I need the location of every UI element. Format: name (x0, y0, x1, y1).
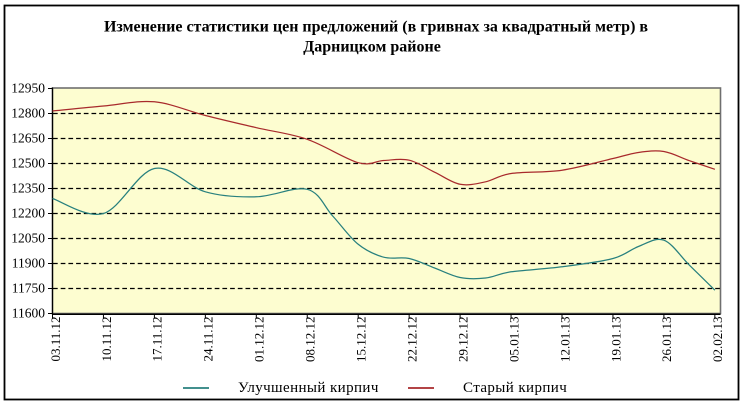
svg-text:10.11.12: 10.11.12 (99, 317, 114, 362)
svg-text:08.12.12: 08.12.12 (303, 317, 318, 363)
svg-text:02.02.13: 02.02.13 (710, 317, 725, 363)
svg-text:12050: 12050 (11, 230, 45, 245)
svg-text:12650: 12650 (11, 130, 45, 145)
svg-text:19.01.13: 19.01.13 (608, 317, 623, 363)
svg-text:Дарницком районе: Дарницком районе (303, 39, 441, 56)
svg-text:26.01.13: 26.01.13 (659, 317, 674, 363)
svg-text:12200: 12200 (11, 205, 45, 220)
svg-text:11600: 11600 (12, 305, 45, 320)
svg-text:11750: 11750 (12, 280, 45, 295)
svg-text:03.11.12: 03.11.12 (48, 317, 63, 362)
svg-text:11900: 11900 (12, 255, 45, 270)
svg-text:29.12.12: 29.12.12 (455, 317, 470, 363)
svg-text:15.12.12: 15.12.12 (354, 317, 369, 363)
svg-text:12950: 12950 (11, 80, 45, 95)
svg-text:12.01.13: 12.01.13 (557, 317, 572, 363)
svg-text:05.01.13: 05.01.13 (506, 317, 521, 363)
svg-text:12350: 12350 (11, 180, 45, 195)
svg-text:01.12.12: 01.12.12 (252, 317, 267, 363)
svg-text:12800: 12800 (11, 105, 45, 120)
svg-text:Старый кирпич: Старый кирпич (463, 380, 567, 396)
svg-text:22.12.12: 22.12.12 (404, 317, 419, 363)
svg-text:12500: 12500 (11, 155, 45, 170)
svg-text:17.11.12: 17.11.12 (150, 317, 165, 362)
svg-text:Улучшенный кирпич: Улучшенный кирпич (238, 380, 379, 396)
svg-text:Изменение статистики цен предл: Изменение статистики цен предложений (в … (104, 19, 648, 36)
svg-text:24.11.12: 24.11.12 (201, 317, 216, 362)
